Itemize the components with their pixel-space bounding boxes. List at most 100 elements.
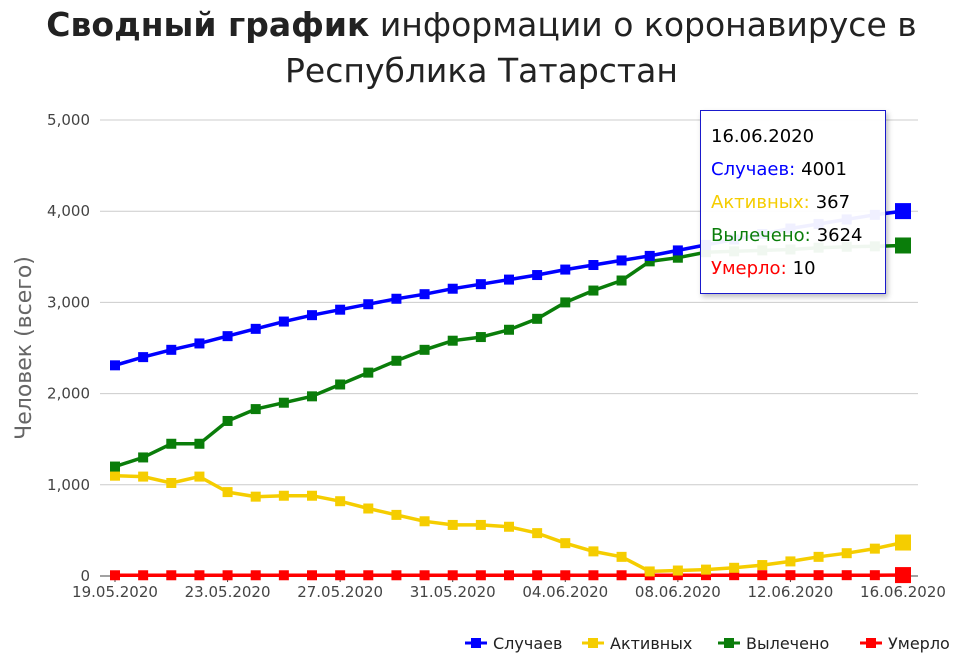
data-point-3[interactable]	[588, 570, 599, 581]
data-point-0[interactable]	[335, 304, 346, 315]
data-point-3[interactable]	[616, 570, 627, 581]
data-point-3[interactable]	[222, 570, 233, 581]
data-point-1[interactable]	[757, 560, 768, 571]
data-point-3[interactable]	[504, 570, 514, 581]
data-point-1[interactable]	[110, 470, 120, 481]
data-point-2[interactable]	[222, 415, 233, 426]
data-point-1[interactable]	[672, 565, 683, 576]
data-point-3[interactable]	[391, 570, 402, 581]
data-point-2[interactable]	[560, 297, 571, 308]
data-point-3[interactable]	[335, 570, 346, 581]
data-point-1[interactable]	[701, 564, 711, 575]
data-point-0[interactable]	[138, 352, 149, 363]
data-point-2[interactable]	[166, 438, 177, 449]
data-point-0[interactable]	[307, 310, 317, 321]
data-point-0[interactable]	[588, 260, 599, 271]
data-point-3[interactable]	[307, 570, 317, 581]
data-point-1[interactable]	[841, 548, 852, 559]
data-point-2[interactable]	[644, 256, 655, 267]
data-point-0[interactable]	[672, 245, 683, 256]
data-point-0[interactable]	[644, 250, 655, 261]
data-point-1[interactable]	[785, 556, 796, 567]
data-point-1[interactable]	[335, 496, 346, 507]
data-point-2[interactable]	[194, 438, 205, 449]
data-point-1[interactable]	[729, 562, 740, 573]
data-point-3[interactable]	[841, 570, 852, 581]
data-point-0[interactable]	[363, 299, 374, 310]
data-point-3[interactable]	[785, 570, 796, 581]
data-point-3[interactable]	[278, 570, 289, 581]
data-point-1[interactable]	[504, 521, 514, 532]
data-point-0[interactable]	[447, 283, 458, 294]
data-point-1[interactable]	[363, 503, 374, 514]
data-point-2[interactable]	[391, 355, 402, 366]
data-point-0[interactable]	[616, 255, 627, 266]
data-point-3[interactable]	[250, 570, 261, 581]
data-point-2[interactable]	[588, 285, 599, 296]
data-point-2[interactable]	[895, 237, 911, 254]
data-point-2[interactable]	[278, 397, 289, 408]
data-point-2[interactable]	[110, 461, 120, 472]
data-point-0[interactable]	[194, 338, 205, 349]
data-point-3[interactable]	[729, 570, 740, 581]
data-point-2[interactable]	[250, 404, 261, 415]
data-point-0[interactable]	[166, 344, 177, 355]
data-point-0[interactable]	[110, 360, 120, 371]
data-point-1[interactable]	[391, 509, 402, 520]
data-point-1[interactable]	[869, 543, 880, 554]
data-point-3[interactable]	[813, 570, 824, 581]
data-point-2[interactable]	[475, 332, 486, 343]
data-point-1[interactable]	[475, 519, 486, 530]
data-point-1[interactable]	[616, 551, 627, 562]
data-point-2[interactable]	[447, 335, 458, 346]
data-point-1[interactable]	[644, 566, 655, 577]
data-point-3[interactable]	[475, 570, 486, 581]
data-point-3[interactable]	[869, 570, 880, 581]
data-point-2[interactable]	[616, 275, 627, 286]
data-point-3[interactable]	[110, 570, 120, 581]
data-point-1[interactable]	[813, 551, 824, 562]
data-point-0[interactable]	[278, 316, 289, 327]
data-point-3[interactable]	[194, 570, 205, 581]
data-point-2[interactable]	[672, 252, 683, 263]
data-point-1[interactable]	[250, 491, 261, 502]
data-point-3[interactable]	[757, 570, 768, 581]
data-point-1[interactable]	[447, 519, 458, 530]
data-point-0[interactable]	[560, 264, 571, 275]
data-point-2[interactable]	[419, 344, 430, 355]
data-point-1[interactable]	[194, 471, 205, 482]
data-point-0[interactable]	[895, 203, 911, 220]
data-point-3[interactable]	[363, 570, 374, 581]
data-point-3[interactable]	[138, 570, 149, 581]
data-point-1[interactable]	[895, 534, 911, 551]
data-point-2[interactable]	[335, 379, 346, 390]
data-point-3[interactable]	[701, 570, 711, 581]
data-point-0[interactable]	[475, 279, 486, 290]
data-point-3[interactable]	[166, 570, 177, 581]
data-point-1[interactable]	[419, 516, 430, 527]
data-point-0[interactable]	[419, 289, 430, 300]
data-point-2[interactable]	[307, 391, 317, 402]
data-point-3[interactable]	[532, 570, 543, 581]
data-point-2[interactable]	[363, 367, 374, 378]
data-point-3[interactable]	[895, 567, 911, 584]
data-point-2[interactable]	[138, 452, 149, 463]
data-point-3[interactable]	[560, 570, 571, 581]
data-point-2[interactable]	[532, 313, 543, 324]
data-point-0[interactable]	[391, 293, 402, 304]
data-point-1[interactable]	[138, 471, 149, 482]
data-point-1[interactable]	[278, 490, 289, 501]
data-point-1[interactable]	[222, 487, 233, 498]
data-point-1[interactable]	[532, 528, 543, 539]
data-point-1[interactable]	[588, 546, 599, 557]
data-point-0[interactable]	[532, 270, 543, 281]
data-point-3[interactable]	[447, 570, 458, 581]
data-point-1[interactable]	[166, 477, 177, 488]
data-point-1[interactable]	[560, 538, 571, 549]
data-point-3[interactable]	[419, 570, 430, 581]
data-point-2[interactable]	[504, 324, 514, 335]
data-point-1[interactable]	[307, 490, 317, 501]
data-point-0[interactable]	[504, 274, 514, 285]
data-point-0[interactable]	[250, 323, 261, 334]
data-point-0[interactable]	[222, 331, 233, 342]
